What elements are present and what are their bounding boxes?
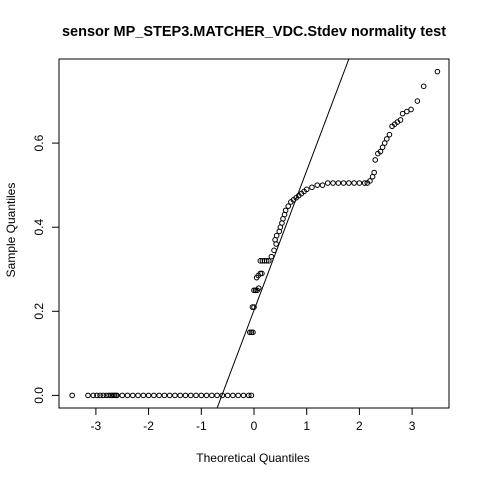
- qq-reference-line: [216, 59, 350, 408]
- y-tick-label: 0.2: [32, 303, 46, 320]
- data-point: [282, 207, 289, 214]
- data-point: [309, 184, 315, 191]
- data-point: [129, 392, 136, 399]
- data-point: [140, 392, 147, 399]
- data-point: [420, 83, 427, 90]
- data-point: [397, 117, 404, 123]
- data-point: [100, 392, 107, 399]
- data-point: [172, 392, 178, 399]
- data-point: [90, 392, 97, 399]
- data-point: [351, 180, 357, 186]
- data-point: [114, 392, 120, 399]
- data-point: [384, 136, 390, 142]
- data-point: [273, 232, 280, 239]
- data-point: [203, 392, 210, 399]
- data-point: [219, 392, 226, 399]
- x-tick-label: -3: [91, 419, 102, 433]
- data-point: [268, 253, 275, 260]
- data-point: [361, 180, 368, 186]
- data-point: [371, 169, 377, 176]
- data-point: [367, 178, 373, 184]
- data-point: [187, 392, 194, 399]
- data-point: [145, 392, 152, 399]
- x-tick-label: -1: [196, 419, 207, 433]
- data-point: [235, 392, 241, 399]
- data-point: [214, 392, 220, 399]
- data-point: [335, 180, 342, 186]
- data-point: [151, 392, 157, 399]
- data-point: [314, 182, 321, 188]
- data-point: [414, 98, 421, 104]
- data-point: [240, 392, 247, 399]
- data-point: [245, 392, 252, 399]
- data-point: [255, 285, 262, 291]
- data-point: [372, 157, 379, 163]
- data-point: [250, 329, 256, 336]
- data-point: [408, 106, 414, 113]
- data-point: [177, 392, 184, 399]
- data-point: [386, 131, 393, 138]
- data-point: [379, 144, 386, 151]
- data-point: [271, 247, 277, 254]
- data-point: [259, 270, 265, 277]
- data-point: [377, 148, 384, 155]
- x-tick-label: 2: [356, 419, 363, 433]
- data-point: [248, 392, 255, 399]
- plot-area: -3 -2 -1 0 1 2 3 0.0 0.2 0.4 0.6: [32, 58, 450, 433]
- data-point: [124, 392, 131, 399]
- x-axis-label: Theoretical Quantiles: [196, 451, 309, 465]
- data-point: [404, 108, 410, 115]
- x-tick-label: -2: [143, 419, 154, 433]
- data-point: [319, 182, 326, 188]
- plot-frame: [58, 58, 450, 409]
- data-point: [85, 392, 91, 399]
- y-tick-label: 0.6: [32, 134, 46, 151]
- data-point: [340, 180, 347, 186]
- data-point: [303, 186, 310, 193]
- chart-title: sensor MP_STEP3.MATCHER_VDC.Stdev normal…: [62, 24, 446, 40]
- data-point: [224, 392, 231, 399]
- data-point: [381, 140, 388, 146]
- data-point: [399, 110, 406, 117]
- data-point: [193, 392, 199, 399]
- data-point: [434, 68, 441, 75]
- data-point: [69, 392, 75, 399]
- data-point: [94, 392, 100, 399]
- data-point: [251, 304, 257, 310]
- data-point: [156, 392, 162, 399]
- data-point: [356, 180, 363, 186]
- data-point: [346, 180, 352, 186]
- data-point: [263, 258, 270, 264]
- data-point: [198, 392, 205, 399]
- data-point: [285, 203, 292, 209]
- x-tick-label: 3: [409, 419, 416, 433]
- data-point: [265, 258, 272, 264]
- x-tick-label: 1: [303, 419, 310, 433]
- data-point: [97, 392, 103, 399]
- y-tick-label: 0.4: [32, 219, 46, 236]
- data-point: [182, 392, 189, 399]
- y-axis-label: Sample Quantiles: [4, 183, 18, 278]
- data-point: [330, 180, 336, 186]
- x-tick-label: 0: [251, 419, 258, 433]
- y-tick-label: 0.0: [32, 387, 46, 404]
- data-point: [166, 392, 173, 399]
- data-point: [324, 180, 331, 186]
- data-point: [161, 392, 168, 399]
- data-point: [106, 392, 112, 399]
- data-point: [209, 392, 215, 399]
- data-point: [119, 392, 126, 399]
- data-point: [230, 392, 236, 399]
- data-point: [135, 392, 141, 399]
